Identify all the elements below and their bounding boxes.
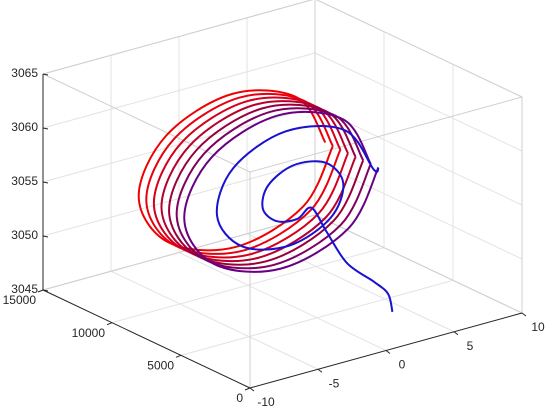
y-tick-label: 5000 (147, 359, 174, 373)
grid-line (314, 160, 523, 260)
box-edge (42, 73, 251, 173)
grid-line (42, 52, 316, 129)
x-tick (317, 368, 323, 373)
x-tick (453, 331, 459, 336)
grid-line (180, 279, 454, 356)
box-edge (42, 0, 314, 75)
line-3d (137, 89, 334, 252)
box-edge (249, 96, 523, 173)
y-tick-label: 0 (236, 391, 243, 405)
grid-line (178, 252, 387, 351)
z-tick (42, 289, 49, 292)
z-tick-label: 3050 (11, 228, 38, 242)
line-3d (160, 100, 357, 263)
grid-line (111, 247, 385, 324)
y-tick (244, 387, 251, 391)
line-3d (145, 92, 342, 255)
y-tick (37, 289, 44, 293)
z-tick (42, 73, 49, 76)
box-edge (314, 214, 523, 314)
x-tick-label: -5 (329, 376, 340, 390)
line-3d (168, 103, 365, 266)
z-tick (42, 127, 49, 130)
z-tick-label: 3045 (11, 282, 38, 296)
grid-line (246, 233, 455, 333)
grid-line (110, 270, 319, 370)
z-tick-label: 3065 (11, 66, 38, 80)
y-tick (175, 354, 182, 358)
line-3d (175, 107, 372, 270)
x-tick (521, 312, 527, 317)
y-tick (106, 322, 113, 326)
grid-line (314, 52, 523, 152)
x-tick-label: 10 (531, 320, 545, 334)
line-3d (215, 125, 394, 313)
x-tick-label: -10 (257, 395, 275, 409)
z-tick-label: 3060 (11, 120, 38, 134)
x-tick-label: 0 (399, 358, 406, 372)
y-axis (42, 289, 251, 389)
z-tick (42, 181, 49, 184)
x-tick (249, 387, 255, 392)
z-tick (42, 235, 49, 238)
z-tick-label: 3055 (11, 174, 38, 188)
y-tick-label: 15000 (3, 293, 37, 307)
box-edge (315, 0, 523, 98)
box-edge (42, 214, 316, 291)
y-tick-label: 10000 (72, 326, 106, 340)
line-3d (152, 96, 349, 259)
x-tick (385, 350, 391, 354)
line-3d (183, 110, 380, 273)
x-tick-label: 5 (467, 339, 474, 353)
